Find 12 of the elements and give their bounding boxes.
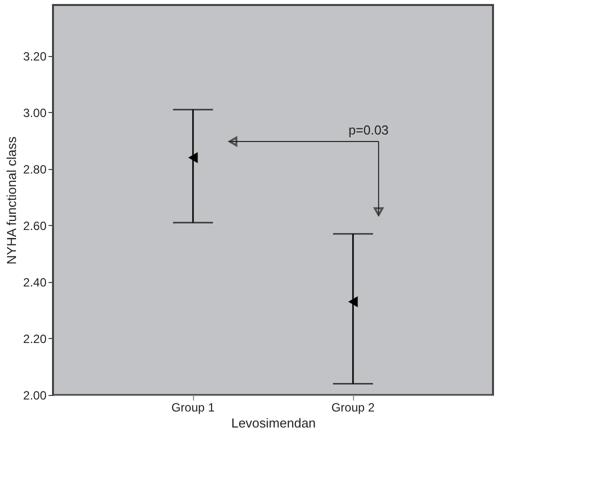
y-tick-label: 3.20 bbox=[23, 49, 47, 64]
y-axis-title: NYHA functional class bbox=[4, 136, 20, 264]
y-tick-label: 2.00 bbox=[23, 388, 47, 402]
x-tick-label: Group 1 bbox=[171, 400, 216, 414]
y-tick-label: 2.80 bbox=[23, 162, 47, 176]
x-tick-label: Group 2 bbox=[331, 400, 376, 414]
y-tick-label: 2.60 bbox=[23, 218, 47, 233]
y-tick-label: 2.40 bbox=[23, 275, 47, 290]
y-tick-label: 3.00 bbox=[23, 106, 47, 120]
y-tick-label: 2.20 bbox=[23, 332, 47, 346]
annotation: p=0.03 bbox=[348, 122, 389, 138]
x-axis-title: Levosimendan bbox=[231, 416, 316, 430]
